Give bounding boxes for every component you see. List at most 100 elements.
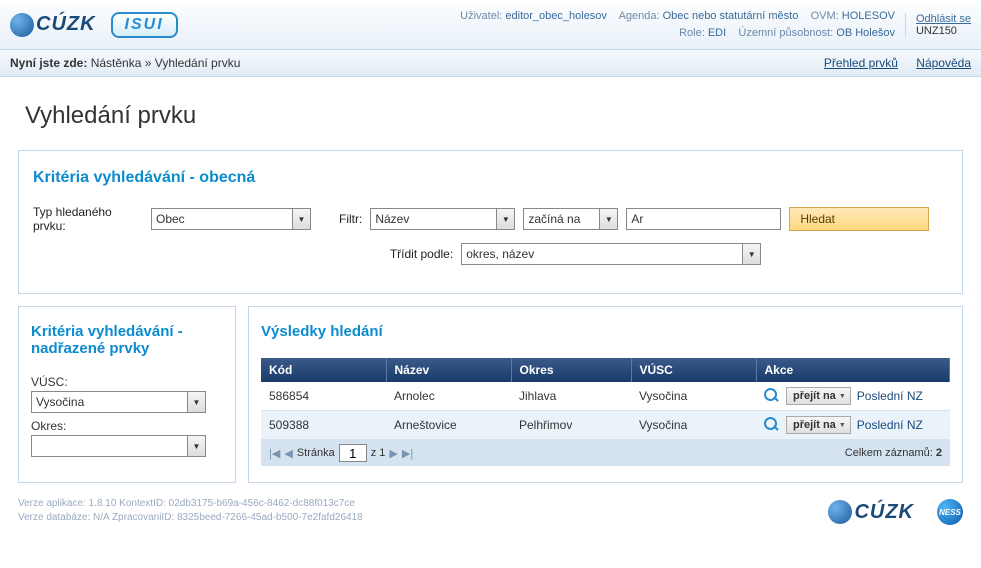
scope-value: OB Holešov: [836, 27, 895, 39]
cell-nazev: Arneštovice: [386, 411, 511, 440]
help-link[interactable]: Nápověda: [916, 56, 971, 70]
footer-line1: Verze aplikace: 1.8.10 KontextID: 02db31…: [18, 497, 363, 511]
pager-total-label: Celkem záznamů:: [845, 447, 933, 459]
criteria-row1: Typ hledaného prvku: Obec Filtr: Název z…: [33, 205, 948, 233]
breadcrumb-links: Přehled prvků Nápověda: [809, 56, 971, 70]
table-row: 586854 Arnolec Jihlava Vysočina přejít n…: [261, 382, 950, 411]
logo-isui: ISUI: [111, 12, 178, 38]
role-label: Role:: [679, 27, 705, 39]
breadcrumb: Nyní jste zde: Nástěnka » Vyhledání prvk…: [0, 50, 981, 77]
chevron-down-icon: [742, 244, 760, 264]
pager-next-icon[interactable]: ▶: [389, 447, 397, 460]
filter-value: Ar: [631, 212, 643, 226]
cell-kod: 509388: [261, 411, 386, 440]
overview-link[interactable]: Přehled prvků: [824, 56, 898, 70]
footer-logos: CÚZK NESS: [828, 499, 963, 525]
filter-op-value: začíná na: [528, 212, 580, 226]
th-okres[interactable]: Okres: [511, 358, 631, 382]
last-nz-link[interactable]: Poslední NZ: [857, 418, 923, 432]
chevron-down-icon: [187, 392, 205, 412]
main-columns: Kritéria vyhledávání - nadřazené prvky V…: [18, 306, 963, 483]
pager-page-input[interactable]: [339, 444, 367, 462]
vusc-label: VÚSC:: [31, 375, 223, 389]
top-bar: CÚZK ISUI Uživatel: editor_obec_holesov …: [0, 0, 981, 50]
breadcrumb-path1[interactable]: Nástěnka: [91, 56, 142, 70]
pager-total-value: 2: [936, 447, 942, 459]
goto-button[interactable]: přejít na: [786, 416, 851, 434]
results-title: Výsledky hledání: [261, 323, 950, 340]
ovm-label: OVM:: [811, 10, 839, 22]
chevron-down-icon: [292, 209, 310, 229]
filter-label: Filtr:: [339, 212, 362, 226]
cell-vusc: Vysočina: [631, 382, 756, 411]
th-akce: Akce: [756, 358, 950, 382]
type-select[interactable]: Obec: [151, 208, 311, 230]
results-panel: Výsledky hledání Kód Název Okres VÚSC Ak…: [248, 306, 963, 483]
pager-of: z 1: [371, 447, 386, 459]
role-value: EDI: [708, 27, 726, 39]
parent-criteria-title: Kritéria vyhledávání - nadřazené prvky: [31, 323, 223, 357]
vusc-select[interactable]: Vysočina: [31, 391, 206, 413]
ovm-value: HOLESOV: [842, 10, 895, 22]
results-table: Kód Název Okres VÚSC Akce 586854 Arnolec…: [261, 358, 950, 440]
cell-akce: přejít na Poslední NZ: [756, 382, 950, 411]
breadcrumb-sep: »: [145, 56, 152, 70]
cuzk-text: CÚZK: [36, 13, 96, 36]
filter-op-select[interactable]: začíná na: [523, 208, 618, 230]
pager-prev-icon[interactable]: ◀: [284, 447, 292, 460]
okres-label: Okres:: [31, 419, 223, 433]
footer-line2: Verze databáze: N/A ZpracovaniID: 8325be…: [18, 511, 363, 525]
goto-button[interactable]: přejít na: [786, 387, 851, 405]
agenda-label: Agenda:: [619, 10, 660, 22]
sort-label: Třídit podle:: [390, 247, 453, 261]
criteria-panel: Kritéria vyhledávání - obecná Typ hledan…: [18, 150, 963, 294]
pager-first-icon[interactable]: |◀: [269, 447, 280, 460]
criteria-row2: Třídit podle: okres, název: [33, 243, 948, 265]
page-title: Vyhledání prvku: [0, 77, 981, 150]
pager-last-icon[interactable]: ▶|: [402, 447, 413, 460]
cell-okres: Jihlava: [511, 382, 631, 411]
logout-link[interactable]: Odhlásit se: [916, 13, 971, 25]
filter-field-select[interactable]: Název: [370, 208, 515, 230]
unz-value: UNZ150: [916, 25, 957, 37]
cell-kod: 586854: [261, 382, 386, 411]
table-row: 509388 Arneštovice Pelhřimov Vysočina př…: [261, 411, 950, 440]
footer: Verze aplikace: 1.8.10 KontextID: 02db31…: [18, 497, 963, 535]
search-button-label: Hledat: [800, 212, 835, 226]
ness-logo-icon: NESS: [937, 499, 963, 525]
filter-field-value: Název: [375, 212, 409, 226]
search-icon[interactable]: [764, 388, 780, 404]
agenda-value: Obec nebo statutární město: [663, 10, 799, 22]
breadcrumb-prefix: Nyní jste zde:: [10, 56, 87, 70]
chevron-down-icon: [599, 209, 617, 229]
okres-select[interactable]: [31, 435, 206, 457]
breadcrumb-path2: Vyhledání prvku: [155, 56, 241, 70]
cell-akce: přejít na Poslední NZ: [756, 411, 950, 440]
parent-criteria-panel: Kritéria vyhledávání - nadřazené prvky V…: [18, 306, 236, 483]
top-info: Uživatel: editor_obec_holesov Agenda: Ob…: [460, 8, 895, 41]
footer-logo-cuzk: CÚZK: [828, 500, 914, 524]
criteria-title: Kritéria vyhledávání - obecná: [33, 169, 948, 187]
filter-value-input[interactable]: Ar: [626, 208, 781, 230]
chevron-down-icon: [187, 436, 205, 456]
globe-icon: [828, 500, 852, 524]
pager-label: Stránka: [297, 447, 335, 459]
top-info-right: Odhlásit se UNZ150: [905, 13, 971, 37]
pager-total: Celkem záznamů: 2: [845, 447, 942, 459]
th-kod[interactable]: Kód: [261, 358, 386, 382]
scope-label: Územní působnost:: [738, 27, 833, 39]
search-icon[interactable]: [764, 417, 780, 433]
cell-vusc: Vysočina: [631, 411, 756, 440]
last-nz-link[interactable]: Poslední NZ: [857, 389, 923, 403]
user-label: Uživatel:: [460, 10, 502, 22]
table-header-row: Kód Název Okres VÚSC Akce: [261, 358, 950, 382]
pager: |◀ ◀ Stránka z 1 ▶ ▶| Celkem záznamů: 2: [261, 440, 950, 466]
logo-cuzk: CÚZK: [10, 13, 96, 37]
th-nazev[interactable]: Název: [386, 358, 511, 382]
type-label: Typ hledaného prvku:: [33, 205, 143, 233]
user-value: editor_obec_holesov: [505, 10, 607, 22]
sort-select[interactable]: okres, název: [461, 243, 761, 265]
th-vusc[interactable]: VÚSC: [631, 358, 756, 382]
sort-value: okres, název: [466, 247, 534, 261]
search-button[interactable]: Hledat: [789, 207, 929, 231]
